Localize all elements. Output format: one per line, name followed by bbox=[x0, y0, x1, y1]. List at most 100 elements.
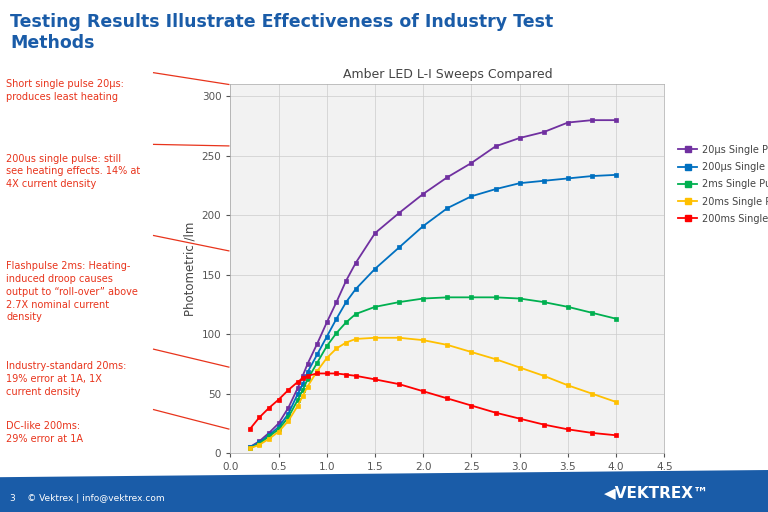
Text: Flashpulse 2ms: Heating-
induced droop causes
output to “roll-over” above
2.7X n: Flashpulse 2ms: Heating- induced droop c… bbox=[6, 261, 138, 323]
2ms Single Pulse bbox=[264, 433, 273, 439]
20ms Single Pulse bbox=[395, 335, 404, 341]
200μs Single Pulse bbox=[303, 369, 312, 375]
Text: Testing Results Illustrate Effectiveness of Industry Test
Methods: Testing Results Illustrate Effectiveness… bbox=[10, 13, 553, 52]
200μs Single Pulse bbox=[342, 299, 351, 305]
200ms Single Pulse bbox=[515, 416, 525, 422]
200μs Single Pulse bbox=[419, 223, 428, 229]
20μs Single Pulse bbox=[467, 160, 476, 166]
200μs Single Pulse bbox=[467, 193, 476, 199]
20μs Single Pulse bbox=[515, 135, 525, 141]
20ms Single Pulse bbox=[563, 382, 572, 389]
2ms Single Pulse bbox=[515, 295, 525, 302]
200μs Single Pulse bbox=[370, 266, 379, 272]
200μs Single Pulse bbox=[515, 180, 525, 186]
20ms Single Pulse bbox=[370, 335, 379, 341]
20ms Single Pulse bbox=[588, 391, 597, 397]
200μs Single Pulse bbox=[539, 178, 548, 184]
200μs Single Pulse bbox=[245, 444, 254, 450]
20μs Single Pulse bbox=[313, 340, 322, 347]
200μs Single Pulse bbox=[611, 172, 621, 178]
Text: ◀VEKTREX™: ◀VEKTREX™ bbox=[604, 485, 710, 500]
2ms Single Pulse bbox=[283, 414, 293, 420]
200ms Single Pulse bbox=[419, 388, 428, 394]
2ms Single Pulse bbox=[491, 294, 500, 301]
20μs Single Pulse bbox=[274, 420, 283, 426]
200ms Single Pulse bbox=[245, 426, 254, 433]
200ms Single Pulse bbox=[370, 376, 379, 382]
200ms Single Pulse bbox=[283, 387, 293, 393]
20ms Single Pulse bbox=[245, 445, 254, 452]
20ms Single Pulse bbox=[611, 399, 621, 405]
2ms Single Pulse bbox=[351, 311, 360, 317]
20μs Single Pulse bbox=[539, 129, 548, 135]
200ms Single Pulse bbox=[442, 395, 452, 401]
200μs Single Pulse bbox=[255, 439, 264, 445]
20μs Single Pulse bbox=[563, 119, 572, 125]
Line: 20ms Single Pulse: 20ms Single Pulse bbox=[247, 335, 618, 451]
20ms Single Pulse bbox=[539, 373, 548, 379]
20μs Single Pulse bbox=[332, 299, 341, 305]
200ms Single Pulse bbox=[342, 372, 351, 378]
2ms Single Pulse bbox=[298, 387, 307, 393]
2ms Single Pulse bbox=[467, 294, 476, 301]
200ms Single Pulse bbox=[491, 410, 500, 416]
200μs Single Pulse bbox=[588, 173, 597, 179]
200ms Single Pulse bbox=[588, 430, 597, 436]
20μs Single Pulse bbox=[255, 438, 264, 444]
200ms Single Pulse bbox=[351, 373, 360, 379]
20μs Single Pulse bbox=[298, 373, 307, 379]
2ms Single Pulse bbox=[588, 310, 597, 316]
200μs Single Pulse bbox=[563, 175, 572, 181]
20μs Single Pulse bbox=[442, 174, 452, 180]
200μs Single Pulse bbox=[283, 411, 293, 417]
20ms Single Pulse bbox=[274, 429, 283, 435]
2ms Single Pulse bbox=[563, 304, 572, 310]
200ms Single Pulse bbox=[313, 370, 322, 376]
Title: Amber LED L-I Sweeps Compared: Amber LED L-I Sweeps Compared bbox=[343, 68, 552, 80]
200μs Single Pulse bbox=[274, 424, 283, 430]
200μs Single Pulse bbox=[395, 244, 404, 250]
2ms Single Pulse bbox=[323, 343, 332, 349]
200ms Single Pulse bbox=[303, 373, 312, 379]
200μs Single Pulse bbox=[351, 286, 360, 292]
20ms Single Pulse bbox=[303, 383, 312, 390]
20ms Single Pulse bbox=[332, 346, 341, 352]
200ms Single Pulse bbox=[274, 396, 283, 402]
200ms Single Pulse bbox=[264, 405, 273, 411]
20μs Single Pulse bbox=[323, 319, 332, 326]
2ms Single Pulse bbox=[255, 440, 264, 446]
Text: 3    © Vektrex | info@vektrex.com: 3 © Vektrex | info@vektrex.com bbox=[10, 494, 164, 503]
2ms Single Pulse bbox=[395, 299, 404, 305]
20ms Single Pulse bbox=[255, 442, 264, 448]
200μs Single Pulse bbox=[264, 432, 273, 438]
20ms Single Pulse bbox=[264, 436, 273, 442]
20ms Single Pulse bbox=[467, 349, 476, 355]
20μs Single Pulse bbox=[283, 405, 293, 411]
200ms Single Pulse bbox=[332, 370, 341, 376]
X-axis label: Current /A: Current /A bbox=[417, 478, 478, 490]
2ms Single Pulse bbox=[303, 376, 312, 382]
Text: DC-like 200ms:
29% error at 1A: DC-like 200ms: 29% error at 1A bbox=[6, 421, 83, 444]
200ms Single Pulse bbox=[298, 375, 307, 381]
200ms Single Pulse bbox=[395, 381, 404, 387]
20μs Single Pulse bbox=[395, 210, 404, 216]
20μs Single Pulse bbox=[264, 430, 273, 436]
200ms Single Pulse bbox=[323, 370, 332, 376]
200ms Single Pulse bbox=[611, 432, 621, 438]
20ms Single Pulse bbox=[298, 393, 307, 399]
Line: 200μs Single Pulse: 200μs Single Pulse bbox=[247, 173, 618, 450]
2ms Single Pulse bbox=[611, 316, 621, 322]
200ms Single Pulse bbox=[467, 402, 476, 409]
200ms Single Pulse bbox=[563, 426, 572, 433]
200μs Single Pulse bbox=[442, 205, 452, 211]
20ms Single Pulse bbox=[283, 418, 293, 424]
200ms Single Pulse bbox=[255, 414, 264, 420]
20μs Single Pulse bbox=[588, 117, 597, 123]
2ms Single Pulse bbox=[342, 319, 351, 326]
2ms Single Pulse bbox=[313, 359, 322, 366]
20μs Single Pulse bbox=[491, 143, 500, 150]
200μs Single Pulse bbox=[293, 391, 303, 397]
20ms Single Pulse bbox=[515, 365, 525, 371]
20ms Single Pulse bbox=[342, 339, 351, 346]
Line: 2ms Single Pulse: 2ms Single Pulse bbox=[247, 295, 618, 451]
